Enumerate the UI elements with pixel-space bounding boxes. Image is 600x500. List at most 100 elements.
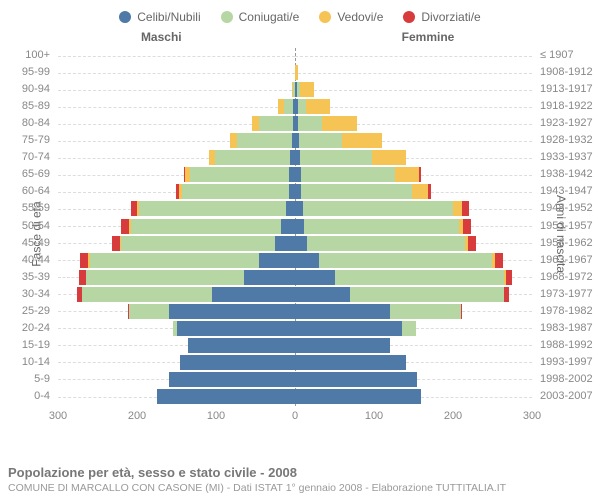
age-row: 35-391968-1972 — [58, 270, 532, 285]
bar-segment — [298, 116, 322, 131]
bar-segment — [295, 219, 304, 234]
birth-label: 1983-1987 — [540, 322, 600, 334]
bar-segment — [307, 236, 465, 251]
chart-footer: Popolazione per età, sesso e stato civil… — [8, 465, 592, 494]
age-label: 75-79 — [10, 134, 50, 146]
bar-segment — [275, 236, 295, 251]
bar-segment — [86, 270, 244, 285]
bar-segment — [461, 304, 463, 319]
chart-title: Popolazione per età, sesso e stato civil… — [8, 465, 592, 480]
birth-label: 1938-1942 — [540, 168, 600, 180]
bar-segment — [157, 389, 295, 404]
bar-segment — [453, 201, 462, 216]
bar-segment — [335, 270, 505, 285]
x-tick: 200 — [444, 410, 462, 422]
birth-label: 1933-1937 — [540, 151, 600, 163]
age-label: 90-94 — [10, 83, 50, 95]
bar-segment — [506, 270, 512, 285]
bar-segment — [244, 270, 295, 285]
age-label: 60-64 — [10, 185, 50, 197]
female-label: Femmine — [402, 30, 455, 44]
age-row: 20-241983-1987 — [58, 321, 532, 336]
bar-segment — [303, 201, 453, 216]
age-label: 25-29 — [10, 305, 50, 317]
age-row: 50-541953-1957 — [58, 219, 532, 234]
age-row: 30-341973-1977 — [58, 287, 532, 302]
bar-segment — [281, 219, 295, 234]
birth-label: 1988-1992 — [540, 339, 600, 351]
bar-segment — [295, 65, 298, 80]
age-label: 65-69 — [10, 168, 50, 180]
bar-segment — [295, 270, 335, 285]
bar-segment — [322, 116, 357, 131]
age-row: 95-991908-1912 — [58, 65, 532, 80]
bar-segment — [259, 116, 292, 131]
legend-item: Divorziati/e — [403, 10, 480, 24]
birth-label: 1913-1917 — [540, 83, 600, 95]
bar-segment — [169, 304, 295, 319]
bar-segment — [295, 287, 350, 302]
bar-segment — [299, 133, 342, 148]
age-label: 15-19 — [10, 339, 50, 351]
birth-label: 2003-2007 — [540, 390, 600, 402]
bar-segment — [428, 184, 431, 199]
age-label: 85-89 — [10, 100, 50, 112]
age-label: 10-14 — [10, 356, 50, 368]
birth-label: 1993-1997 — [540, 356, 600, 368]
legend-label: Vedovi/e — [337, 10, 383, 24]
bar-segment — [188, 338, 295, 353]
age-row: 100+≤ 1907 — [58, 48, 532, 63]
age-row: 0-42003-2007 — [58, 389, 532, 404]
legend-label: Coniugati/e — [239, 10, 300, 24]
bar-segment — [342, 133, 382, 148]
bar-segment — [298, 99, 306, 114]
legend-swatch — [319, 11, 331, 23]
bar-segment — [295, 253, 319, 268]
x-tick: 200 — [128, 410, 146, 422]
x-tick: 100 — [365, 410, 383, 422]
birth-label: ≤ 1907 — [540, 49, 600, 61]
age-row: 15-191988-1992 — [58, 338, 532, 353]
age-row: 60-641943-1947 — [58, 184, 532, 199]
age-label: 40-44 — [10, 254, 50, 266]
legend-swatch — [403, 11, 415, 23]
bar-segment — [462, 201, 468, 216]
chart-subtitle: COMUNE DI MARCALLO CON CASONE (MI) - Dat… — [8, 482, 592, 494]
bar-segment — [237, 133, 292, 148]
x-tick: 0 — [292, 410, 298, 422]
birth-label: 1968-1972 — [540, 271, 600, 283]
bar-segment — [395, 167, 419, 182]
bar-segment — [495, 253, 503, 268]
birth-label: 1908-1912 — [540, 66, 600, 78]
age-row: 45-491958-1962 — [58, 236, 532, 251]
bar-segment — [212, 287, 295, 302]
age-label: 5-9 — [10, 373, 50, 385]
age-label: 20-24 — [10, 322, 50, 334]
bar-segment — [82, 287, 212, 302]
bar-segment — [129, 304, 169, 319]
age-row: 5-91998-2002 — [58, 372, 532, 387]
age-row: 25-291978-1982 — [58, 304, 532, 319]
plot-area: 100+≤ 190795-991908-191290-941913-191785… — [58, 48, 532, 406]
bar-segment — [112, 236, 120, 251]
bar-segment — [390, 304, 461, 319]
bar-segment — [215, 150, 290, 165]
bar-segment — [319, 253, 493, 268]
bar-segment — [504, 287, 509, 302]
bar-segment — [259, 253, 295, 268]
legend-label: Divorziati/e — [421, 10, 480, 24]
birth-label: 1958-1962 — [540, 237, 600, 249]
age-label: 95-99 — [10, 66, 50, 78]
bar-segment — [284, 99, 293, 114]
age-label: 45-49 — [10, 237, 50, 249]
age-label: 80-84 — [10, 117, 50, 129]
bar-segment — [295, 201, 303, 216]
birth-label: 1918-1922 — [540, 100, 600, 112]
bar-segment — [402, 321, 416, 336]
male-label: Maschi — [141, 30, 182, 44]
birth-label: 1928-1932 — [540, 134, 600, 146]
birth-label: 1973-1977 — [540, 288, 600, 300]
bar-segment — [80, 253, 88, 268]
age-row: 70-741933-1937 — [58, 150, 532, 165]
legend: Celibi/NubiliConiugati/eVedovi/eDivorzia… — [0, 0, 600, 30]
